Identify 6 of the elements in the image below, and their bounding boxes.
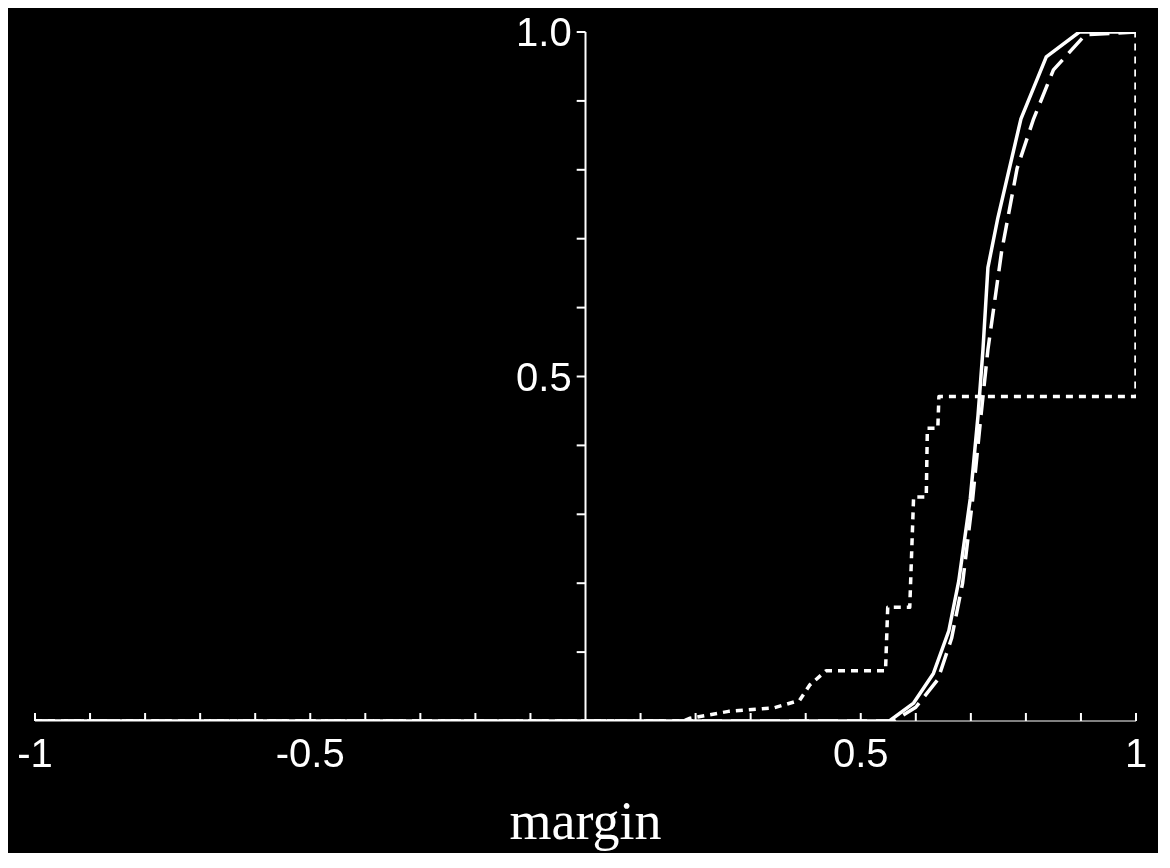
y-tick-label: 1.0 (516, 10, 572, 55)
x-tick-label: -0.5 (275, 731, 345, 776)
x-tick-label: 1 (1124, 731, 1148, 776)
x-axis-title: margin (509, 791, 662, 851)
x-tick-label: 0.5 (832, 731, 889, 776)
x-tick-label: -1 (17, 731, 53, 776)
